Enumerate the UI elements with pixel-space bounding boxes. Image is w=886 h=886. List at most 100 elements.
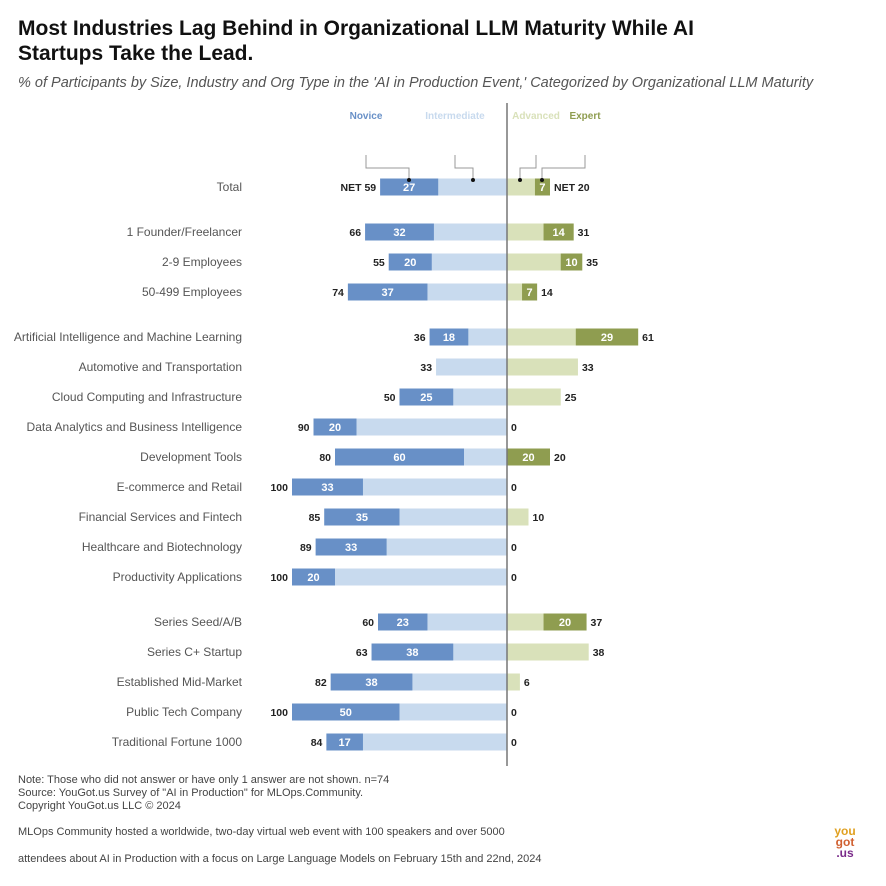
novice-value-label: 25 — [420, 392, 432, 404]
category-label: Series Seed/A/B — [154, 615, 242, 629]
expert-value-label: 7 — [527, 287, 533, 299]
category-label: 50-499 Employees — [142, 285, 242, 299]
bar-expert — [543, 223, 574, 241]
bar-advanced — [507, 673, 520, 691]
right-total-label: 25 — [565, 392, 577, 404]
bar-intermediate — [292, 568, 507, 586]
novice-value-label: 27 — [403, 182, 415, 194]
bar-intermediate — [326, 733, 507, 751]
right-total-label: 61 — [642, 332, 654, 344]
right-total-label: NET 20 — [554, 182, 590, 194]
copyright-line: Copyright YouGot.us LLC © 2024 — [18, 800, 181, 812]
right-total-label: 37 — [591, 617, 603, 629]
chart-subtitle: % of Participants by Size, Industry and … — [18, 75, 814, 91]
left-total-label: 50 — [384, 392, 396, 404]
novice-value-label: 37 — [382, 287, 394, 299]
category-label: Financial Services and Fintech — [79, 510, 242, 524]
expert-value-label: 14 — [552, 227, 565, 239]
bar-expert — [534, 178, 550, 196]
legend-novice: Novice — [350, 111, 383, 122]
note-line: Note: Those who did not answer or have o… — [18, 774, 390, 786]
left-total-label: 85 — [309, 512, 321, 524]
category-label: Cloud Computing and Infrastructure — [52, 390, 242, 404]
novice-value-label: 35 — [356, 512, 368, 524]
bar-novice — [330, 673, 413, 691]
right-total-label: 14 — [541, 287, 553, 299]
category-label: Data Analytics and Business Intelligence — [27, 420, 243, 434]
legend-callout-line — [454, 155, 474, 180]
right-total-label: 33 — [582, 362, 594, 374]
expert-value-label: 7 — [539, 182, 545, 194]
category-label: Total — [217, 180, 242, 194]
category-label: E-commerce and Retail — [117, 480, 242, 494]
novice-value-label: 20 — [329, 422, 341, 434]
right-total-label: 0 — [511, 707, 517, 719]
about-line-2: attendees about AI in Production with a … — [18, 853, 542, 865]
novice-value-label: 33 — [345, 542, 357, 554]
bar-advanced — [507, 643, 589, 661]
legend-callout-dot — [471, 178, 475, 182]
about-line-1: MLOps Community hosted a worldwide, two-… — [18, 826, 505, 838]
novice-value-label: 60 — [393, 452, 405, 464]
bar-novice — [292, 703, 400, 721]
left-total-label: 82 — [315, 677, 327, 689]
category-label: Productivity Applications — [113, 570, 242, 584]
notes: Note: Those who did not answer or have o… — [18, 774, 389, 813]
bar-novice — [335, 448, 464, 466]
novice-value-label: 20 — [404, 257, 416, 269]
bar-expert — [575, 328, 639, 346]
legend-expert: Expert — [569, 111, 601, 122]
category-label: Traditional Fortune 1000 — [112, 735, 243, 749]
yougotus-logo: you got .us — [830, 824, 860, 860]
left-total-label: 60 — [362, 617, 374, 629]
novice-value-label: 17 — [339, 737, 351, 749]
expert-value-label: 29 — [601, 332, 613, 344]
expert-value-label: 10 — [565, 257, 577, 269]
bar-expert — [543, 613, 587, 631]
legend-callout-dot — [518, 178, 522, 182]
bar-novice — [315, 538, 387, 556]
right-total-label: 0 — [511, 572, 517, 584]
left-total-label: 66 — [349, 227, 361, 239]
left-total-label: NET 59 — [341, 182, 377, 194]
legend-intermediate: Intermediate — [425, 111, 485, 122]
left-total-label: 33 — [420, 362, 432, 374]
expert-value-label: 20 — [559, 617, 571, 629]
category-label: 2-9 Employees — [162, 255, 242, 269]
left-total-label: 89 — [300, 542, 312, 554]
bar-intermediate — [313, 418, 507, 436]
legend-callout-dot — [407, 178, 411, 182]
bar-novice — [292, 568, 335, 586]
category-label: Artificial Intelligence and Machine Lear… — [14, 330, 242, 344]
expert-value-label: 20 — [522, 452, 534, 464]
bar-advanced — [507, 508, 529, 526]
bar-advanced — [507, 388, 561, 406]
bar-novice — [292, 478, 363, 496]
legend-callout-line — [519, 155, 537, 180]
logo-text-1: you — [834, 824, 856, 838]
novice-value-label: 50 — [340, 707, 352, 719]
source-line: Source: YouGot.us Survey of "AI in Produ… — [18, 787, 364, 799]
left-total-label: 100 — [270, 707, 288, 719]
left-total-label: 90 — [298, 422, 310, 434]
right-total-label: 6 — [524, 677, 530, 689]
category-label: Public Tech Company — [126, 705, 242, 719]
logo-text-3: .us — [836, 846, 854, 860]
bar-expert — [560, 253, 583, 271]
novice-value-label: 18 — [443, 332, 455, 344]
bar-novice — [380, 178, 439, 196]
left-total-label: 63 — [356, 647, 368, 659]
bar-intermediate — [436, 358, 507, 376]
novice-value-label: 23 — [397, 617, 409, 629]
right-total-label: 0 — [511, 737, 517, 749]
novice-value-label: 33 — [321, 482, 333, 494]
left-total-label: 80 — [319, 452, 331, 464]
left-total-label: 74 — [332, 287, 344, 299]
right-total-label: 38 — [593, 647, 605, 659]
novice-value-label: 32 — [393, 227, 405, 239]
bar-novice — [324, 508, 400, 526]
category-label: Automotive and Transportation — [79, 360, 242, 374]
right-total-label: 35 — [586, 257, 598, 269]
right-total-label: 0 — [511, 422, 517, 434]
category-label: Development Tools — [140, 450, 242, 464]
